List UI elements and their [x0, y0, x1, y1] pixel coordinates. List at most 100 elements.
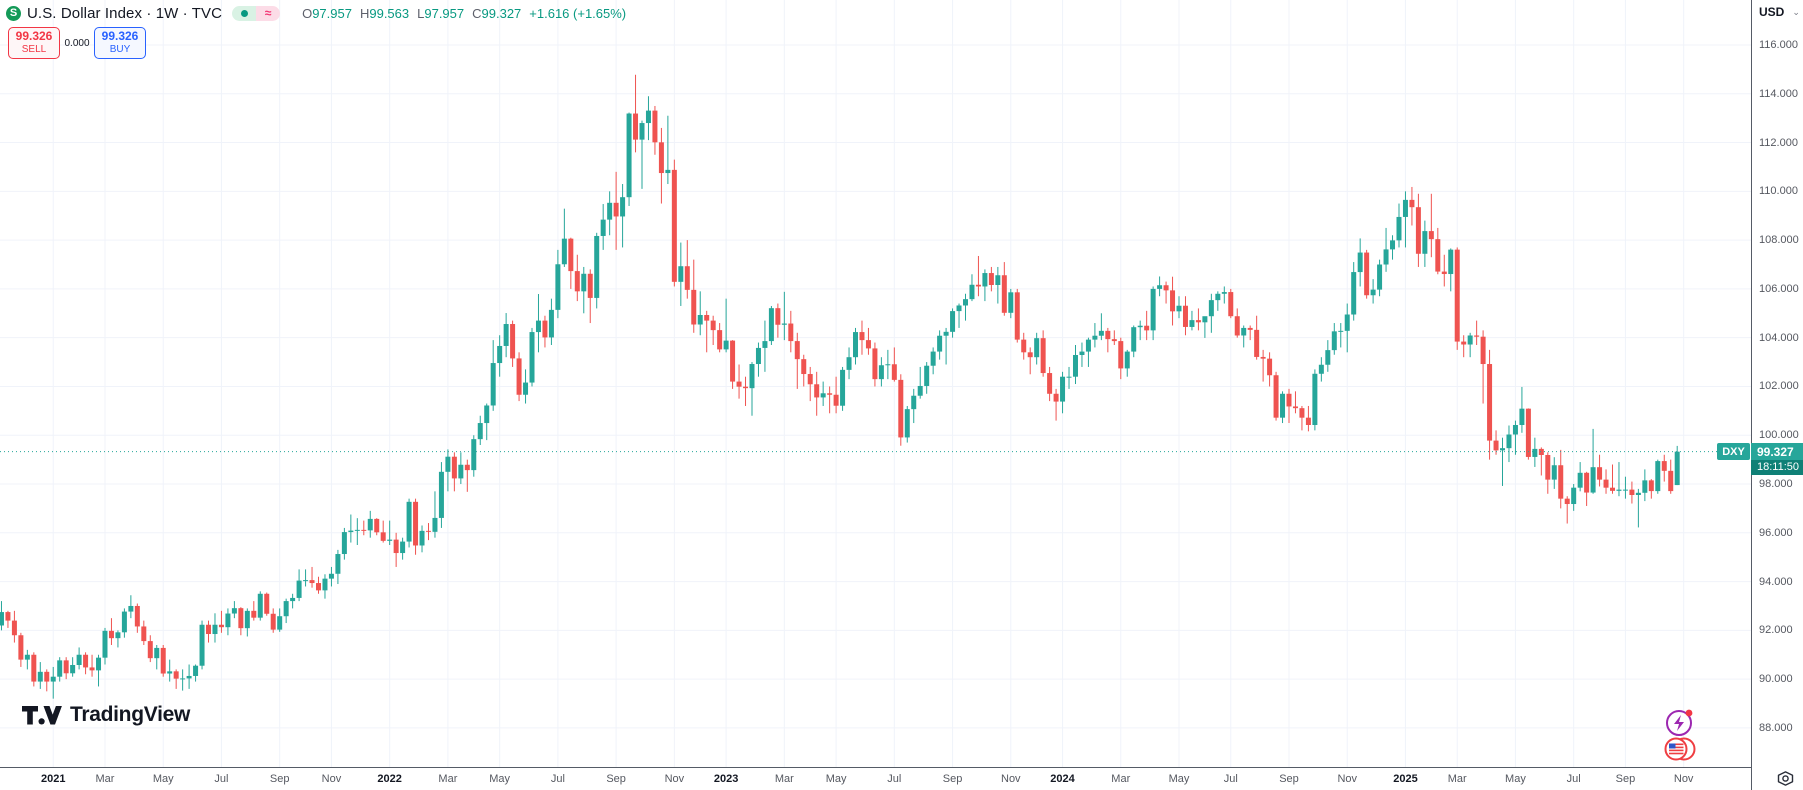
- time-tick-month: Sep: [269, 773, 290, 785]
- candle-up: [199, 624, 205, 666]
- candle-up: [1635, 492, 1641, 495]
- candle-up: [328, 573, 334, 579]
- candle-down: [251, 610, 257, 618]
- candle-down: [1118, 341, 1124, 369]
- candle-down: [1364, 252, 1370, 296]
- candle-down: [1584, 472, 1590, 493]
- candle-up: [749, 364, 755, 389]
- time-tick-month: Nov: [1337, 773, 1357, 785]
- candle-up: [1150, 288, 1156, 331]
- time-tick-month: Mar: [1447, 773, 1467, 785]
- candle-down: [1629, 489, 1635, 495]
- scale-settings-button[interactable]: [1768, 767, 1803, 790]
- low-value: 97.957: [424, 5, 465, 21]
- candle-up: [600, 219, 606, 236]
- candle-up: [911, 395, 917, 410]
- candle-up: [535, 320, 541, 333]
- time-tick-year: 2024: [1050, 773, 1075, 785]
- candle-up: [620, 197, 626, 217]
- candle-up: [419, 530, 425, 546]
- candle-down: [451, 456, 457, 479]
- candle-up: [503, 324, 509, 346]
- tradingview-logo-icon: [22, 705, 62, 724]
- candle-down: [516, 358, 522, 395]
- candle-down: [510, 324, 516, 359]
- candle-up: [581, 273, 587, 292]
- time-tick-month: Sep: [606, 773, 626, 785]
- candle-up: [1616, 489, 1622, 491]
- high-label: H: [359, 5, 370, 21]
- candle-up: [1241, 327, 1247, 336]
- price-scale[interactable]: USD ⌄ 116.000 114.000 112.000 110.000 108.00…: [1751, 0, 1803, 790]
- candle-up: [1622, 489, 1628, 491]
- candle-up: [1396, 216, 1402, 241]
- chart-surface[interactable]: S U.S. Dollar Index · 1W · TVC ≈ O 97.957…: [0, 0, 1751, 767]
- candle-down: [1441, 271, 1447, 275]
- candle-down: [134, 605, 140, 627]
- sell-label: SELL: [21, 44, 47, 56]
- candle-down: [671, 169, 677, 282]
- buy-button[interactable]: 99.326 BUY: [94, 27, 146, 59]
- price-tick-label: 116.000: [1759, 39, 1798, 51]
- current-price-axis-label: 99.327 18:11:50: [1751, 442, 1803, 475]
- current-price: 99.327: [1757, 444, 1794, 459]
- alert-lightning-icon[interactable]: [1666, 709, 1693, 736]
- candle-down: [1648, 480, 1654, 492]
- candle-up: [102, 630, 108, 658]
- market-status-pill[interactable]: ≈: [232, 5, 281, 21]
- candle-up: [367, 518, 373, 531]
- candle-down: [1480, 336, 1486, 365]
- time-tick-year: 2021: [40, 773, 66, 785]
- tradingview-logo[interactable]: TradingView: [22, 703, 190, 727]
- candle-down: [380, 532, 386, 541]
- candle-up: [645, 110, 651, 124]
- candle-up: [1124, 351, 1130, 369]
- candle-up: [1551, 465, 1557, 480]
- candle-down: [801, 359, 807, 375]
- candle-down: [1597, 467, 1603, 480]
- symbol-logo: S: [6, 5, 21, 21]
- candle-down: [1267, 358, 1273, 376]
- candle-up: [212, 624, 218, 635]
- candle-down: [1603, 479, 1609, 488]
- economic-calendar-us-icon[interactable]: [1664, 737, 1696, 761]
- candle-up: [406, 501, 412, 542]
- candle-down: [1610, 487, 1615, 491]
- candle-up: [1571, 487, 1577, 505]
- candle-down: [891, 364, 897, 380]
- candle-up: [180, 678, 186, 680]
- candle-up: [1085, 339, 1091, 352]
- candle-up: [1221, 292, 1227, 294]
- candle-up: [1351, 272, 1357, 315]
- candle-up: [432, 517, 438, 532]
- time-tick-month: Mar: [95, 773, 115, 785]
- candle-up: [1092, 335, 1098, 340]
- candle-up: [1390, 240, 1396, 250]
- time-tick-month: Sep: [1279, 773, 1299, 785]
- candle-up: [70, 664, 76, 674]
- candle-down: [743, 386, 749, 389]
- candle-down: [147, 641, 153, 659]
- candle-up: [400, 541, 406, 554]
- candle-down: [464, 464, 470, 471]
- sell-button[interactable]: 99.326 SELL: [8, 27, 60, 59]
- candle-down: [1021, 339, 1027, 353]
- symbol-legend: S U.S. Dollar Index · 1W · TVC ≈ O 97.957…: [6, 2, 626, 24]
- chevron-down-icon: ⌄: [1792, 6, 1800, 17]
- currency-selector[interactable]: USD ⌄: [1752, 0, 1803, 24]
- candle-down: [1273, 375, 1279, 418]
- candle-down: [173, 671, 179, 679]
- candle-down: [1545, 454, 1551, 480]
- candle-up: [128, 605, 134, 612]
- candle-down: [1014, 292, 1020, 340]
- candle-down: [1027, 352, 1033, 358]
- symbol-title[interactable]: U.S. Dollar Index · 1W · TVC: [27, 4, 223, 22]
- candle-up: [529, 332, 535, 383]
- candle-down: [975, 284, 981, 287]
- time-scale[interactable]: 2021 Mar May Jul Sep Nov 2022 Mar May Jul Sep Nov 20…: [0, 767, 1751, 790]
- candle-up: [1357, 252, 1363, 273]
- candle-up: [1066, 376, 1072, 378]
- candle-down: [206, 624, 212, 635]
- candle-up: [963, 299, 968, 306]
